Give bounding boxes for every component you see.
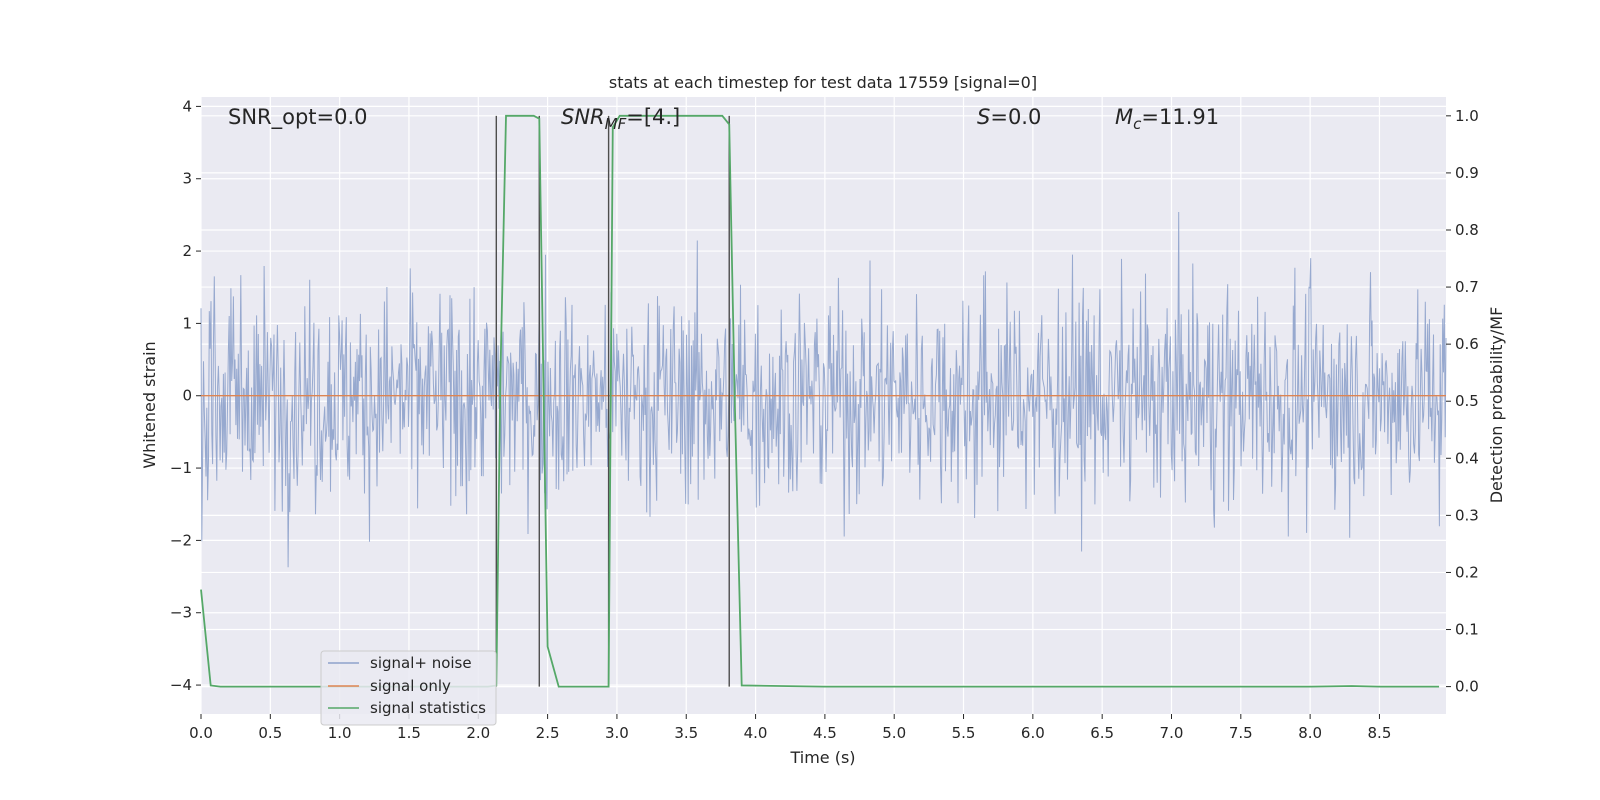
legend-box	[320, 650, 497, 726]
y2-tick-label: 0.6	[1455, 335, 1479, 353]
annotation-s: S=0.0	[977, 105, 1041, 129]
x-tick-label: 6.0	[1021, 724, 1045, 742]
y2-tick-label: 0.4	[1455, 449, 1479, 467]
legend-label-signal-statistics: signal statistics	[370, 699, 486, 717]
x-axis-label: Time (s)	[789, 748, 855, 767]
annotations: SNR_opt=0.0 SNRMF=[4.] S=0.0 Mc=11.91	[228, 105, 1219, 133]
x-tick-label: 7.5	[1229, 724, 1253, 742]
annotation-snr-opt: SNR_opt=0.0	[228, 105, 368, 130]
annotation-mc-value: =11.91	[1141, 105, 1219, 129]
y-tick-label: −4	[170, 676, 192, 694]
legend-label-signal-noise: signal+ noise	[370, 654, 472, 672]
x-tick-label: 8.0	[1298, 724, 1322, 742]
y-tick-label: −3	[170, 604, 192, 622]
y2-tick-label: 0.2	[1455, 563, 1479, 581]
x-tick-label: 0.0	[189, 724, 213, 742]
annotation-mc: Mc=11.91	[1115, 105, 1219, 133]
annotation-snr-mf-sub: MF	[605, 115, 627, 133]
x-tick-label: 4.0	[744, 724, 768, 742]
y2-tick-label: 0.0	[1455, 678, 1479, 696]
y-tick-label: 0	[182, 387, 192, 405]
y-tick-label: 3	[182, 170, 192, 188]
annotation-snr-mf-value: =[4.]	[626, 105, 680, 129]
y-tick-label: 4	[182, 97, 192, 115]
y-axis-label: Whitened strain	[140, 341, 159, 468]
x-tick-label: 6.5	[1090, 724, 1114, 742]
x-tick-label: 2.0	[466, 724, 490, 742]
axis-layer: 0.0 0.5 1.0 1.5 2.0 2.5 3.0 3.5 4.0 4.5 5.0 5.5 6.0 6…	[170, 97, 1479, 742]
legend: signal+ noise signal only signal statist…	[320, 650, 497, 726]
x-tick-label: 4.5	[813, 724, 837, 742]
annotation-mc-base: M	[1115, 105, 1133, 129]
x-tick-label: 3.0	[605, 724, 629, 742]
annotation-snr-mf-base: SNR	[561, 105, 605, 129]
x-tick-label: 1.5	[397, 724, 421, 742]
y-tick-label: −1	[170, 459, 192, 477]
chart-title: stats at each timestep for test data 175…	[609, 73, 1037, 92]
annotation-snr-mf: SNRMF=[4.]	[561, 105, 680, 133]
y2-tick-label: 0.5	[1455, 392, 1479, 410]
annotation-mc-sub: c	[1133, 115, 1142, 133]
y2-axis-label: Detection probability/MF	[1487, 307, 1506, 504]
y2-tick-label: 0.9	[1455, 164, 1479, 182]
y2-tick-label: 0.8	[1455, 221, 1479, 239]
x-tick-label: 2.5	[536, 724, 560, 742]
y2-tick-label: 0.3	[1455, 506, 1479, 524]
annotation-s-label: S	[977, 105, 990, 129]
y2-tick-label: 0.7	[1455, 278, 1479, 296]
y-tick-label: 1	[182, 314, 192, 332]
y-tick-label: −2	[170, 531, 192, 549]
x-tick-label: 1.0	[328, 724, 352, 742]
y2-tick-label: 0.1	[1455, 621, 1479, 639]
x-tick-label: 7.0	[1160, 724, 1184, 742]
annotation-s-value: =0.0	[990, 105, 1041, 129]
legend-label-signal-only: signal only	[370, 677, 451, 695]
x-tick-label: 8.5	[1368, 724, 1392, 742]
x-tick-label: 3.5	[674, 724, 698, 742]
series-signal-noise-line	[200, 211, 1447, 568]
x-tick-label: 5.5	[952, 724, 976, 742]
x-tick-label: 5.0	[882, 724, 906, 742]
x-tick-label: 0.5	[258, 724, 282, 742]
y-tick-label: 2	[182, 242, 192, 260]
y2-tick-label: 1.0	[1455, 107, 1479, 125]
